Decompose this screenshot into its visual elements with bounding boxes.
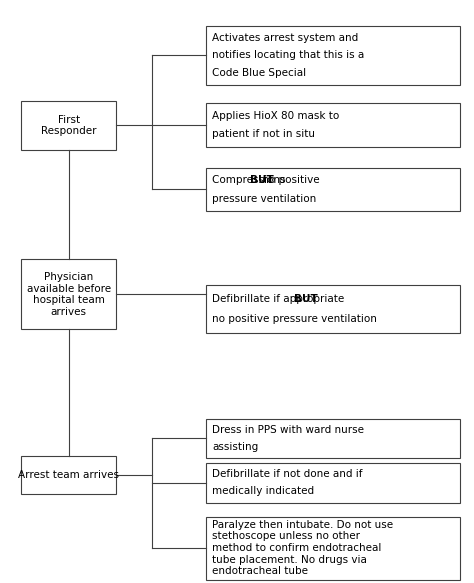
Text: Defibrillate if not done and if: Defibrillate if not done and if [212,469,363,479]
Bar [206,168,460,211]
Text: no positive pressure ventilation: no positive pressure ventilation [212,314,377,324]
Text: assisting: assisting [212,442,258,452]
Text: Paralyze then intubate. Do not use: Paralyze then intubate. Do not use [212,519,393,530]
Text: Defibrillate if appropriate: Defibrillate if appropriate [212,294,347,304]
Bar [206,104,460,147]
Text: Arrest team arrives: Arrest team arrives [18,470,119,480]
Bar [206,517,460,580]
Text: Activates arrest system and: Activates arrest system and [212,33,361,43]
Bar [206,285,460,333]
Text: endotracheal tube: endotracheal tube [212,566,308,577]
Text: pressure ventilation: pressure ventilation [212,194,316,203]
Text: First
Responder: First Responder [41,114,97,136]
Bar [21,100,116,150]
Text: Compressions: Compressions [212,175,289,185]
Text: method to confirm endotracheal: method to confirm endotracheal [212,543,381,553]
Text: Applies HioX 80 mask to: Applies HioX 80 mask to [212,111,339,121]
Text: no positive: no positive [259,175,319,185]
Text: Physician
available before
hospital team
arrives: Physician available before hospital team… [27,272,111,317]
Text: Dress in PPS with ward nurse: Dress in PPS with ward nurse [212,425,364,435]
Bar [206,26,460,85]
Bar [21,456,116,494]
Text: Code Blue Special: Code Blue Special [212,68,306,78]
Text: notifies locating that this is a: notifies locating that this is a [212,50,364,61]
Bar [206,463,460,503]
Bar [21,259,116,329]
Text: BUT: BUT [294,294,318,304]
Text: medically indicated: medically indicated [212,486,314,496]
Bar [206,419,460,458]
Text: stethoscope unless no other: stethoscope unless no other [212,531,360,542]
Text: patient if not in situ: patient if not in situ [212,129,315,139]
Text: tube placement. No drugs via: tube placement. No drugs via [212,554,367,565]
Text: BUT: BUT [250,175,274,185]
